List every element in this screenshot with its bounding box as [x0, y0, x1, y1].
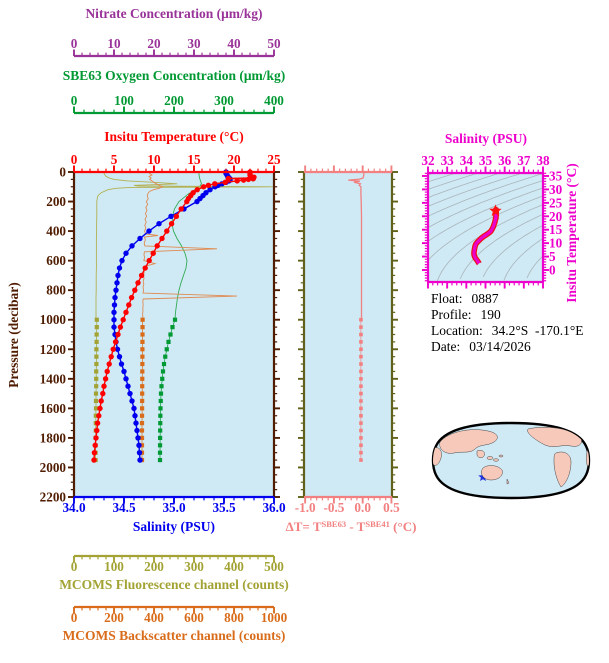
svg-text:20: 20	[227, 152, 241, 167]
svg-text:300: 300	[184, 559, 204, 574]
date-label: Date:	[431, 339, 461, 354]
ts-salinity-axis-title: Salinity (PSU)	[444, 131, 528, 146]
svg-text:200: 200	[144, 559, 164, 574]
svg-text:10: 10	[107, 36, 121, 51]
svg-text:33: 33	[441, 153, 455, 168]
svg-text:0: 0	[71, 152, 78, 167]
svg-text:0: 0	[71, 559, 78, 574]
svg-text:600: 600	[46, 253, 66, 268]
float-metadata: Float: 0887 Profile: 190 Location: 34.2°S -…	[431, 291, 584, 355]
svg-text:1800: 1800	[40, 430, 67, 445]
svg-text:500: 500	[264, 559, 284, 574]
location-label: Location:	[431, 323, 483, 338]
date-value: 03/14/2026	[469, 339, 531, 354]
delta-t-title-prefix: ΔT= T	[285, 519, 322, 534]
delta-t-title-sup1: SBE63	[321, 519, 347, 529]
svg-text:36.0: 36.0	[262, 500, 285, 515]
svg-text:37: 37	[517, 153, 531, 168]
pressure-axis-title: Pressure (decibar)	[6, 282, 21, 388]
svg-text:40: 40	[227, 36, 241, 51]
svg-text:25: 25	[549, 195, 563, 210]
backscatter-axis-title: MCOMS Backscatter channel (counts)	[62, 628, 286, 643]
svg-text:100: 100	[104, 559, 124, 574]
svg-text:400: 400	[144, 610, 164, 625]
delta-t-title-mid: - T	[346, 519, 366, 534]
svg-text:1600: 1600	[40, 401, 67, 416]
nitrate-axis-title: Nitrate Concentration (μm/kg)	[85, 6, 263, 21]
svg-text:300: 300	[214, 93, 234, 108]
location-value: 34.2°S -170.1°E	[491, 323, 584, 338]
svg-text:35: 35	[479, 153, 493, 168]
salinity-axis-title: Salinity (PSU)	[132, 519, 216, 534]
svg-text:0: 0	[71, 93, 78, 108]
temperature-axis-title: Insitu Temperature (°C)	[104, 129, 244, 144]
float-id-label: Float:	[431, 291, 463, 306]
svg-text:-1.0: -1.0	[295, 500, 316, 515]
ts-temperature-axis-title: Insitu Temperature (°C)	[564, 163, 579, 303]
svg-text:400: 400	[224, 559, 244, 574]
svg-text:34: 34	[460, 153, 474, 168]
svg-text:1200: 1200	[40, 342, 67, 357]
svg-text:5: 5	[111, 152, 118, 167]
svg-text:800: 800	[46, 283, 66, 298]
delta-t-title-sup2: SBE41	[365, 519, 390, 529]
svg-text:200: 200	[164, 93, 184, 108]
svg-text:1000: 1000	[261, 610, 288, 625]
svg-text:1000: 1000	[40, 312, 67, 327]
svg-text:0: 0	[59, 165, 66, 180]
svg-text:-0.5: -0.5	[323, 500, 344, 515]
svg-text:50: 50	[267, 36, 281, 51]
svg-text:400: 400	[46, 224, 66, 239]
date-row: Date: 03/14/2026	[431, 339, 584, 355]
svg-text:1400: 1400	[40, 371, 67, 386]
svg-text:200: 200	[104, 610, 124, 625]
svg-text:30: 30	[549, 182, 563, 197]
svg-text:100: 100	[114, 93, 134, 108]
svg-text:38: 38	[536, 153, 550, 168]
delta-t-axis-title: ΔT= TSBE63 - TSBE41 (°C)	[283, 519, 419, 535]
svg-text:800: 800	[224, 610, 244, 625]
svg-text:2200: 2200	[40, 490, 67, 505]
svg-text:34.0: 34.0	[62, 500, 85, 515]
svg-text:36: 36	[498, 153, 512, 168]
fluorescence-axis-title: MCOMS Fluorescence channel (counts)	[59, 577, 289, 592]
svg-text:200: 200	[46, 194, 66, 209]
profile-number-row: Profile: 190	[431, 307, 584, 323]
svg-text:35.5: 35.5	[212, 500, 235, 515]
svg-text:32: 32	[421, 153, 435, 168]
svg-text:0: 0	[549, 263, 556, 278]
oxygen-axis-title: SBE63 Oxygen Concentration (μm/kg)	[62, 68, 286, 83]
float-id-value: 0887	[471, 291, 499, 306]
svg-text:0.5: 0.5	[383, 500, 400, 515]
location-row: Location: 34.2°S -170.1°E	[431, 323, 584, 339]
svg-text:35.0: 35.0	[162, 500, 185, 515]
svg-text:600: 600	[184, 610, 204, 625]
svg-text:400: 400	[264, 93, 284, 108]
svg-text:10: 10	[147, 152, 161, 167]
svg-text:20: 20	[147, 36, 161, 51]
svg-text:35: 35	[549, 168, 563, 183]
svg-text:5: 5	[549, 249, 556, 264]
svg-text:0: 0	[71, 36, 78, 51]
svg-text:20: 20	[549, 209, 563, 224]
svg-text:2000: 2000	[40, 460, 67, 475]
svg-text:25: 25	[267, 152, 281, 167]
delta-t-title-suffix: (°C)	[389, 519, 417, 534]
svg-text:10: 10	[549, 236, 563, 251]
svg-text:0: 0	[71, 610, 78, 625]
svg-text:15: 15	[549, 222, 563, 237]
profile-number-label: Profile:	[431, 307, 472, 322]
profile-number-value: 190	[480, 307, 501, 322]
float-id-row: Float: 0887	[431, 291, 584, 307]
svg-text:30: 30	[187, 36, 201, 51]
svg-text:0.0: 0.0	[354, 500, 371, 515]
svg-text:34.5: 34.5	[112, 500, 135, 515]
svg-text:15: 15	[187, 152, 201, 167]
